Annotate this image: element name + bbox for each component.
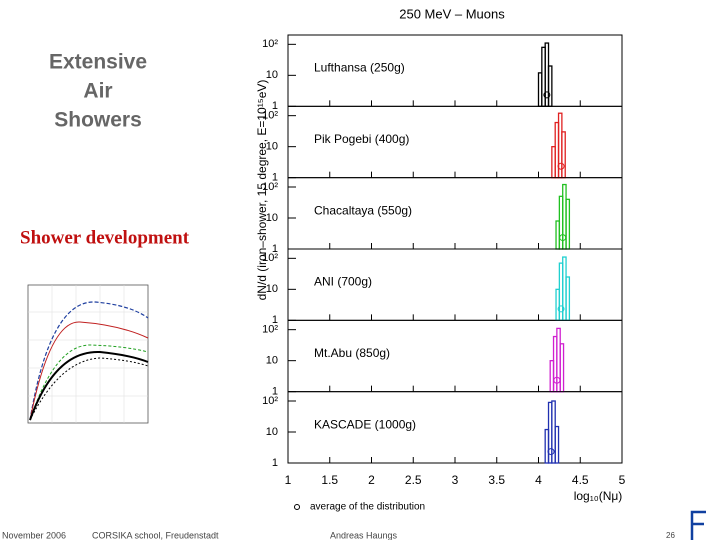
average-marker xyxy=(557,305,565,313)
panel-label: Chacaltaya (550g) xyxy=(314,203,412,217)
footer-text: November 2006 xyxy=(2,530,66,540)
x-axis-label: log₁₀(Nμ) xyxy=(574,489,623,503)
y-tick-label: 10 xyxy=(266,141,278,153)
y-tick-label: 1 xyxy=(272,314,278,326)
x-tick-label: 3 xyxy=(452,473,459,487)
panel-label: KASCADE (1000g) xyxy=(314,417,416,431)
x-tick-label: 5 xyxy=(619,473,626,487)
y-tick-label: 1 xyxy=(272,172,278,184)
y-tick-label: 10² xyxy=(262,252,278,264)
slide-subtitle: Shower development xyxy=(20,227,190,248)
histogram-bin xyxy=(559,343,565,393)
x-tick-label: 1.5 xyxy=(321,473,338,487)
footer-text: CORSIKA school, Freudenstadt xyxy=(92,530,219,540)
average-marker xyxy=(543,91,551,99)
legend-marker xyxy=(294,504,300,510)
x-tick-label: 4 xyxy=(535,473,542,487)
y-tick-label: 1 xyxy=(272,386,278,398)
panel-label: Mt.Abu (850g) xyxy=(314,346,390,360)
y-tick-label: 10 xyxy=(266,69,278,81)
y-tick-label: 10² xyxy=(262,38,278,50)
average-marker xyxy=(553,376,561,384)
x-tick-label: 2.5 xyxy=(405,473,422,487)
histogram-bin xyxy=(554,425,560,464)
panel-label: Pik Pogebi (400g) xyxy=(314,132,409,146)
y-tick-label: 10 xyxy=(266,355,278,367)
figure-title: 250 MeV – Muons xyxy=(399,6,505,21)
thumbnail-plot xyxy=(27,284,149,424)
panel-label: ANI (700g) xyxy=(314,275,372,289)
y-tick-label: 1 xyxy=(272,457,278,469)
x-tick-label: 3.5 xyxy=(488,473,505,487)
y-tick-label: 1 xyxy=(272,100,278,112)
histogram-bin xyxy=(561,131,566,179)
x-tick-label: 1 xyxy=(285,473,292,487)
histogram-bin xyxy=(565,276,571,321)
page-number: 26 xyxy=(666,531,675,540)
average-marker xyxy=(557,162,565,170)
footer-text: Andreas Haungs xyxy=(330,530,398,540)
y-tick-label: 10² xyxy=(262,395,278,407)
logo xyxy=(690,510,706,540)
y-tick-label: 10 xyxy=(266,426,278,438)
y-tick-label: 10² xyxy=(262,181,278,193)
y-axis-label: dN/d (iron–shower, 15 degree, E=10¹⁵eV) xyxy=(255,80,269,301)
y-tick-label: 10 xyxy=(266,283,278,295)
histogram-bin xyxy=(547,65,553,107)
average-marker xyxy=(559,234,567,242)
y-tick-label: 10 xyxy=(266,212,278,224)
y-tick-label: 1 xyxy=(272,243,278,255)
x-tick-label: 2 xyxy=(368,473,375,487)
y-tick-label: 10² xyxy=(262,324,278,336)
legend-label: average of the distribution xyxy=(310,502,425,513)
average-marker xyxy=(547,448,555,456)
panel-label: Lufthansa (250g) xyxy=(314,61,405,75)
slide-title: Extensive xyxy=(49,51,147,74)
slide-title: Showers xyxy=(54,109,142,132)
histogram-bin xyxy=(565,198,571,250)
x-tick-label: 4.5 xyxy=(572,473,589,487)
slide-title: Air xyxy=(83,80,112,103)
y-tick-label: 10² xyxy=(262,110,278,122)
